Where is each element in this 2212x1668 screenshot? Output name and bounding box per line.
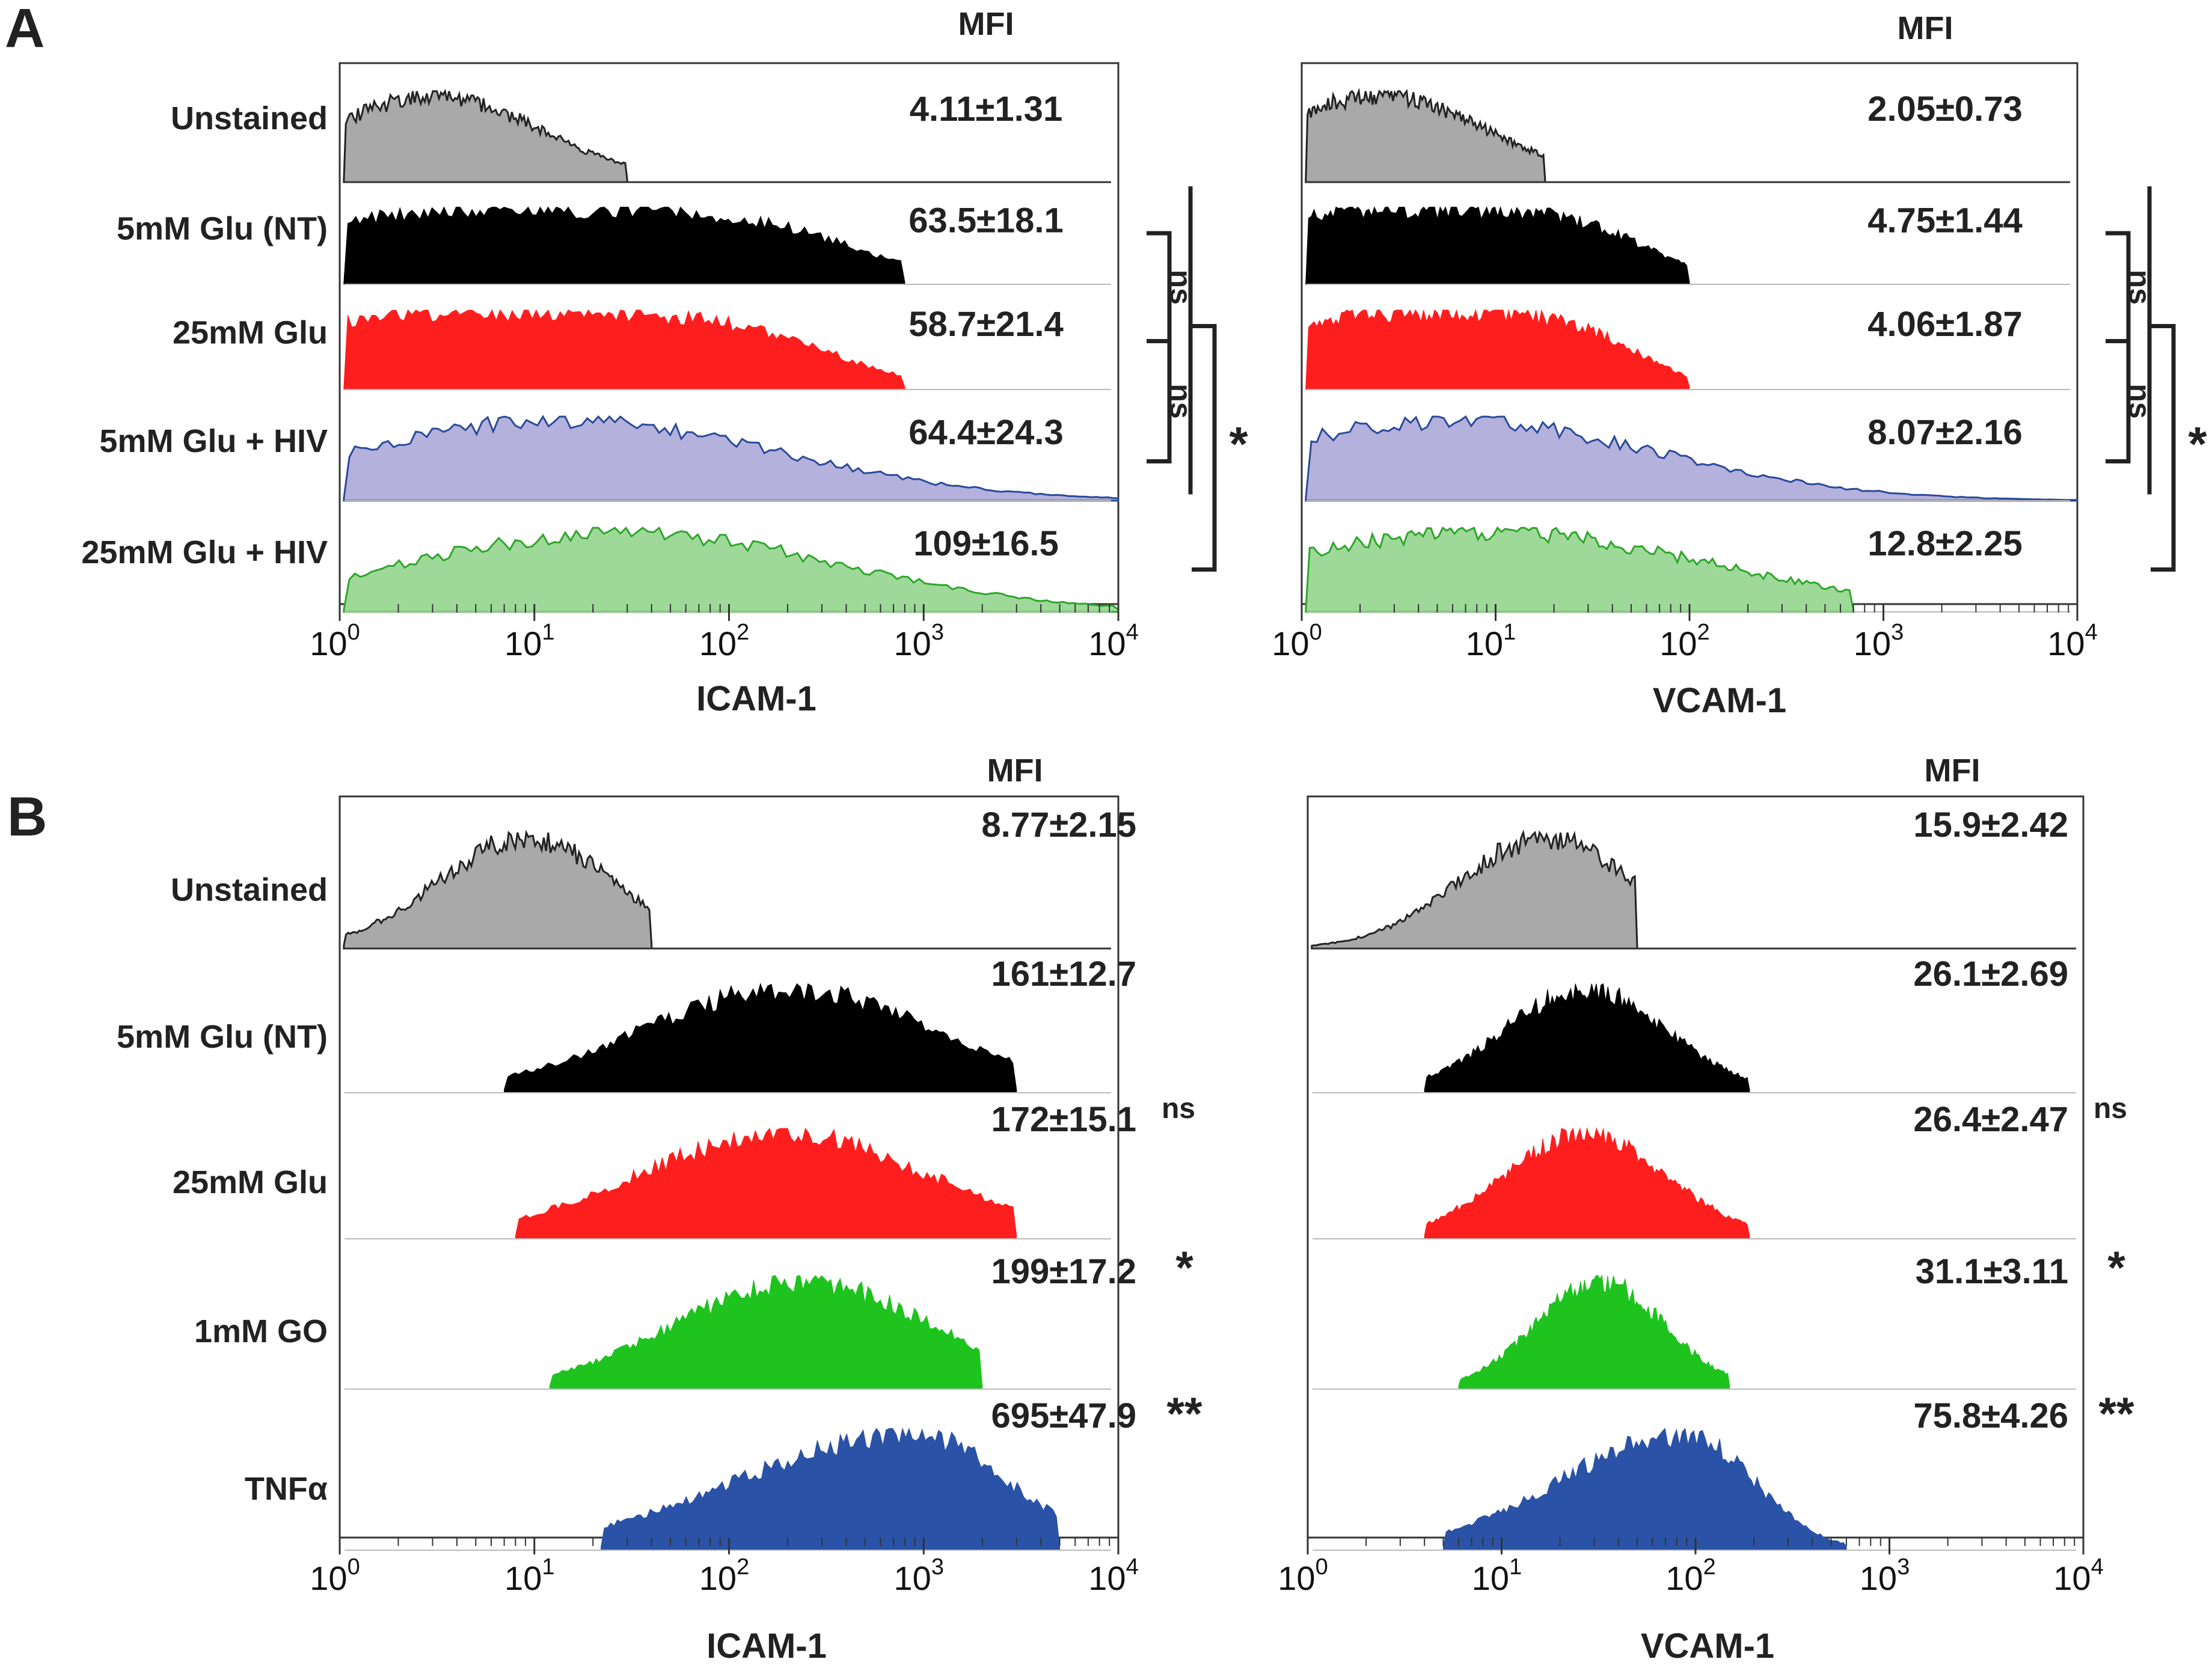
- histogram-25mm-glu: [1424, 1127, 1750, 1239]
- histogram-unstained: [343, 829, 653, 950]
- mfi-value: 15.9±2.42: [1913, 805, 2068, 845]
- panel-b-icam1-chart: B MFI Unstained 8.77±2.15 5mM Glu (NT) 161±…: [7, 753, 1203, 1666]
- bracket: [2106, 339, 2131, 463]
- mfi-value: 199±17.2: [991, 1252, 1137, 1291]
- row-label-5mm-glu-hiv: 5mM Glu + HIV: [99, 423, 328, 459]
- row-label-unstained: Unstained: [171, 100, 328, 136]
- panel-b-vcam1-chart: MFI 15.9±2.42 26.1±2.69 26.4±2.47 ns 31.1±3.…: [1278, 753, 2134, 1666]
- histogram-25mm-glu: [343, 309, 905, 390]
- x-axis-label: VCAM-1: [1641, 1627, 1774, 1666]
- mfi-value: 8.07±2.16: [1867, 413, 2023, 452]
- histogram-5mm-glu-nt: [343, 206, 905, 285]
- histogram-tnf: [1442, 1428, 1847, 1551]
- row-label-25mm-glu: 25mM Glu: [173, 314, 328, 350]
- significance-mark: **: [1166, 1388, 1203, 1440]
- mfi-header: MFI: [958, 6, 1014, 42]
- mfi-value: 695±47.9: [991, 1396, 1137, 1435]
- mfi-value: 64.4±24.3: [908, 413, 1064, 452]
- histogram-5mm-glu-hiv: [343, 415, 1120, 502]
- row-label-5mm-glu-nt: 5mM Glu (NT): [117, 211, 328, 247]
- significance-label: *: [2188, 417, 2207, 471]
- x-axis: 100 101 102 103 104: [310, 604, 1139, 662]
- tick-label: 103: [1854, 620, 1904, 662]
- mfi-value: 4.11±1.31: [910, 90, 1062, 129]
- histogram-tnf: [601, 1427, 1060, 1551]
- significance-label: *: [1229, 417, 1248, 471]
- histogram-25mm-glu: [515, 1128, 1017, 1239]
- row-label-25mm-glu-hiv: 25mM Glu + HIV: [81, 534, 328, 570]
- mfi-value: 161±12.7: [991, 955, 1137, 994]
- mfi-header: MFI: [1925, 753, 1981, 789]
- mfi-header: MFI: [1898, 10, 1953, 46]
- row-label-unstained: Unstained: [171, 872, 328, 908]
- panel-a-icam1-chart: A MFI Unstained 4.11±1.31 5mM Glu (NT) 63.5…: [5, 0, 1248, 718]
- histogram-5mm-glu-hiv: [1305, 415, 2079, 502]
- significance-mark: *: [1175, 1242, 1193, 1294]
- significance-mark: ns: [2094, 1093, 2127, 1125]
- histogram-5mm-glu-nt: [1305, 206, 1690, 285]
- mfi-value: 31.1±3.11: [1916, 1252, 2068, 1291]
- mfi-value: 26.4±2.47: [1913, 1100, 2068, 1139]
- mfi-value: 8.77±2.15: [981, 805, 1136, 845]
- x-axis: 100 101 102 103 104: [310, 1538, 1139, 1597]
- row-label-tnf: TNFα: [245, 1471, 328, 1507]
- panel-letter: A: [5, 0, 44, 59]
- bracket: [1192, 324, 1217, 572]
- mfi-value: 2.05±0.73: [1867, 90, 2023, 129]
- histogram-1mm-go: [1458, 1274, 1730, 1390]
- tick-label: 100: [310, 1554, 360, 1597]
- x-axis-label: ICAM-1: [696, 679, 816, 718]
- histogram-unstained: [1311, 829, 1638, 950]
- mfi-value: 4.06±1.87: [1867, 305, 2023, 344]
- mfi-value: 109±16.5: [913, 524, 1059, 563]
- tick-label: 104: [1088, 620, 1138, 662]
- mfi-value: 26.1±2.69: [1913, 955, 2068, 994]
- row-label-5mm-glu-nt: 5mM Glu (NT): [117, 1019, 328, 1055]
- significance-mark: *: [2107, 1242, 2125, 1294]
- bracket: [1147, 339, 1172, 463]
- mfi-header: MFI: [987, 753, 1043, 789]
- mfi-value: 172±15.1: [991, 1100, 1137, 1139]
- significance-mark: **: [2098, 1388, 2134, 1440]
- row-label-25mm-glu: 25mM Glu: [173, 1164, 328, 1200]
- histogram-unstained: [343, 88, 628, 183]
- mfi-value: 58.7±21.4: [908, 305, 1064, 344]
- mfi-value: 4.75±1.44: [1867, 201, 2023, 240]
- bracket: [2151, 324, 2176, 572]
- mfi-value: 63.5±18.1: [908, 201, 1064, 240]
- histogram-5mm-glu-nt: [504, 982, 1017, 1093]
- tick-label: 104: [1088, 1554, 1138, 1597]
- histogram-5mm-glu-nt: [1424, 983, 1750, 1093]
- histogram-1mm-go: [549, 1275, 983, 1390]
- histogram-unstained: [1305, 87, 1546, 183]
- mfi-value: 12.8±2.25: [1867, 524, 2023, 563]
- x-axis-label: VCAM-1: [1653, 681, 1786, 720]
- panel-letter: B: [7, 786, 47, 848]
- panel-a-vcam1-chart: MFI 2.05±0.73 4.75±1.44 4.06±1.87 8.07±2.16…: [1272, 10, 2207, 720]
- histogram-25mm-glu-hiv: [1305, 526, 1854, 613]
- row-label-1mm-go: 1mM GO: [194, 1313, 328, 1349]
- histogram-25mm-glu: [1305, 308, 1690, 390]
- x-axis-label: ICAM-1: [706, 1627, 827, 1666]
- histogram-25mm-glu-hiv: [343, 526, 1120, 613]
- significance-mark: ns: [1162, 1093, 1195, 1125]
- mfi-value: 75.8±4.26: [1913, 1396, 2068, 1435]
